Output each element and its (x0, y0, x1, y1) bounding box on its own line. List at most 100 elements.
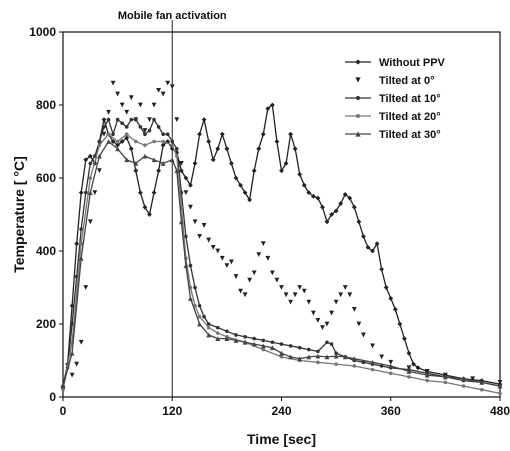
series-1-point (165, 80, 171, 86)
y-tick-label: 800 (36, 98, 56, 112)
series-2-point (79, 227, 84, 231)
series-3-point (88, 176, 93, 180)
series-3-point (261, 347, 266, 352)
series-0-point (178, 168, 184, 174)
series-4-point (133, 161, 139, 166)
series-0-point (265, 106, 271, 112)
series-0-point (370, 248, 375, 254)
series-1-point (406, 365, 412, 371)
series-4-point (206, 332, 212, 338)
series-2-point (70, 322, 74, 326)
series-0-point (406, 350, 412, 356)
series-4-point (106, 139, 111, 144)
series-0-point (238, 182, 243, 188)
series-2-point (270, 340, 275, 345)
x-tick-label: 240 (271, 404, 291, 418)
series-4-point (342, 354, 348, 360)
series-1-point (269, 270, 275, 276)
series-2-point (206, 322, 211, 326)
series-2-point (175, 147, 179, 151)
y-tick-label: 200 (36, 317, 56, 331)
series-1-point (424, 369, 430, 374)
series-3-point (134, 139, 138, 144)
series-2-point (225, 329, 229, 334)
series-2-point (106, 117, 111, 122)
series-1-point (279, 285, 284, 290)
series-1-point (224, 263, 230, 268)
series-0-point (110, 139, 116, 144)
legend-swatch-marker (356, 114, 360, 118)
series-1-point (370, 343, 375, 349)
series-3-point (479, 387, 484, 392)
series-3-point (334, 362, 338, 366)
series-0-point (342, 192, 348, 197)
series-2-point (215, 325, 220, 330)
series-0-point (365, 244, 371, 250)
series-2-point (243, 334, 247, 339)
series-1-point (361, 332, 366, 338)
series-3-point (97, 143, 102, 147)
series-0-point (383, 285, 389, 290)
series-0-point (288, 131, 294, 137)
series-0-point (351, 204, 357, 210)
series-1-point (119, 102, 125, 108)
series-4-point (269, 345, 275, 351)
series-0-point (260, 131, 266, 137)
series-0-point (269, 102, 275, 108)
series-4-point (479, 380, 485, 385)
series-3-point (443, 380, 448, 385)
series-2-point (102, 125, 106, 129)
series-4-point (442, 374, 448, 380)
series-2-point (165, 132, 170, 136)
series-1-point (497, 380, 503, 385)
series-1-point (92, 190, 98, 195)
series-4-point (242, 339, 248, 345)
series-1-point (210, 244, 216, 250)
series-1-point (188, 204, 193, 210)
series-2-point (197, 303, 202, 308)
series-2-point (316, 349, 320, 354)
series-4-point (388, 363, 394, 369)
series-1-point (147, 117, 152, 122)
series-2-point (170, 139, 175, 144)
series-3-point (61, 387, 65, 392)
series-1-point (233, 274, 239, 279)
series-4-point (115, 146, 121, 152)
series-3-point (197, 314, 202, 319)
series-0-point (233, 175, 239, 181)
series-1-point (356, 321, 362, 327)
x-axis-title: Time [sec] (247, 431, 316, 447)
series-4-point (197, 321, 202, 327)
series-4-point (260, 343, 266, 349)
series-1-point (283, 292, 289, 298)
series-1-point (260, 241, 266, 247)
series-1-point (106, 109, 111, 115)
series-3-point (152, 139, 156, 144)
series-1-point (379, 354, 385, 360)
series-2-point (88, 161, 93, 166)
series-0-point (142, 204, 148, 210)
series-2-point (156, 125, 161, 129)
series-1-point (156, 88, 161, 93)
series-0-point (160, 142, 166, 148)
series-2-point (361, 360, 366, 365)
series-4-point (97, 153, 102, 159)
series-2-point (147, 128, 152, 133)
series-4-point (151, 157, 157, 163)
series-3-point (425, 378, 429, 383)
series-1-point (201, 223, 207, 228)
series-1-point (274, 277, 280, 283)
series-4-point (224, 336, 230, 341)
series-2-point (115, 117, 120, 122)
series-4-point (183, 263, 189, 268)
series-1-point (160, 91, 166, 97)
y-axis-title: Temperature [ °C] (11, 156, 27, 273)
series-4-point (497, 383, 503, 389)
series-2-point (138, 125, 143, 129)
series-2-point (193, 285, 197, 290)
series-1-point (315, 317, 321, 323)
series-4-point (169, 157, 175, 163)
series-1-point (192, 219, 198, 225)
